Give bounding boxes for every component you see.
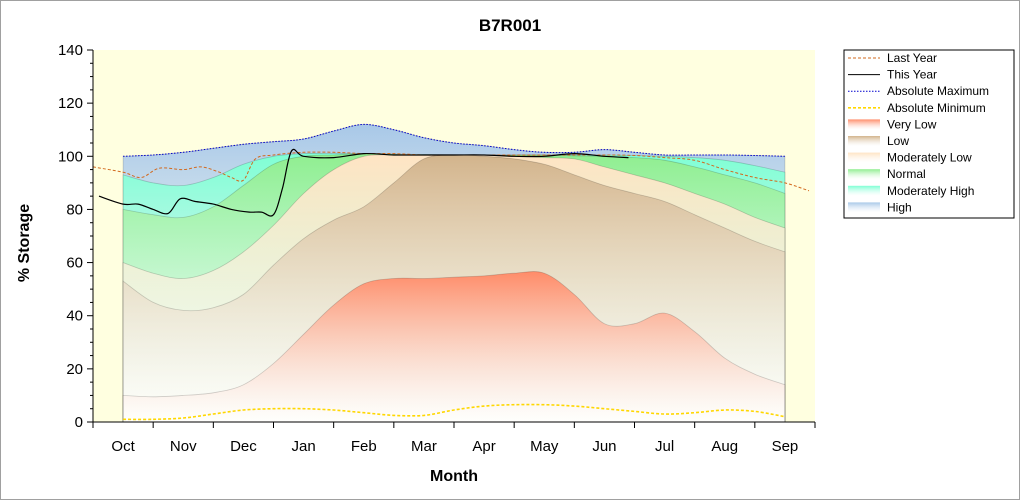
x-tick-label-mar: Mar (411, 438, 437, 455)
x-tick-label-may: May (530, 438, 559, 455)
legend-label: This Year (887, 68, 937, 82)
y-tick-label: 40 (66, 308, 83, 325)
legend-item-low: Low (848, 134, 909, 148)
y-tick-label: 20 (66, 361, 83, 378)
line-last-year (92, 151, 810, 192)
legend-item-this-year: This Year (848, 68, 937, 82)
legend-label: Moderately Low (887, 151, 972, 165)
legend-swatch (848, 119, 880, 130)
legend-label: Normal (887, 167, 926, 181)
legend-label: Absolute Maximum (887, 84, 989, 98)
legend-item-absolute-maximum: Absolute Maximum (848, 84, 989, 98)
legend-label: Moderately High (887, 184, 974, 198)
band-very-low (122, 271, 786, 423)
legend-label: Low (887, 134, 909, 148)
y-tick-label: 80 (66, 201, 83, 218)
x-tick-label-nov: Nov (170, 438, 197, 455)
legend-swatch (848, 152, 880, 163)
band-areas (122, 123, 786, 423)
x-tick-label-jun: Jun (592, 438, 616, 455)
legend-label: Absolute Minimum (887, 101, 986, 115)
y-tick-label: 120 (58, 95, 83, 112)
legend-item-very-low: Very Low (848, 117, 937, 131)
legend-label: Last Year (887, 51, 937, 65)
line-this-year (98, 148, 629, 217)
legend: Last Year This Year Absolute Maximum Absolu… (843, 49, 1015, 219)
x-tick-label-jan: Jan (291, 438, 315, 455)
y-tick-label: 60 (66, 255, 83, 272)
axes: 0 20 40 60 80 100 120 140 Oct Nov Dec Jan Feb Mar Apr M… (58, 42, 816, 455)
x-axis-label: Month (430, 468, 478, 485)
x-tick-label-dec: Dec (230, 438, 257, 455)
legend-item-absolute-minimum: Absolute Minimum (848, 101, 986, 115)
legend-item-last-year: Last Year (848, 51, 937, 65)
chart-title: B7R001 (479, 16, 541, 35)
legend-item-moderately-high: Moderately High (848, 184, 974, 198)
series-lines (92, 123, 810, 421)
legend-item-normal: Normal (848, 167, 926, 181)
x-tick-label-feb: Feb (351, 438, 377, 455)
legend-item-high: High (848, 200, 912, 214)
x-tick-label-aug: Aug (711, 438, 738, 455)
y-tick-label: 0 (75, 414, 83, 431)
legend-label: Very Low (887, 117, 937, 131)
x-tick-label-apr: Apr (472, 438, 495, 455)
line-absolute-maximum (123, 123, 785, 157)
legend-label: High (887, 200, 912, 214)
legend-swatch (848, 136, 880, 146)
y-axis-label: % Storage (16, 204, 33, 282)
x-tick-label-jul: Jul (655, 438, 674, 455)
legend-swatch (848, 169, 880, 180)
legend-item-moderately-low: Moderately Low (848, 151, 972, 165)
y-tick-label: 100 (58, 148, 83, 165)
line-absolute-minimum (123, 403, 786, 421)
legend-swatch (848, 185, 880, 196)
y-tick-label: 140 (58, 42, 83, 59)
legend-swatch (848, 202, 880, 213)
x-tick-label-sep: Sep (772, 438, 799, 455)
x-tick-label-oct: Oct (111, 438, 135, 455)
